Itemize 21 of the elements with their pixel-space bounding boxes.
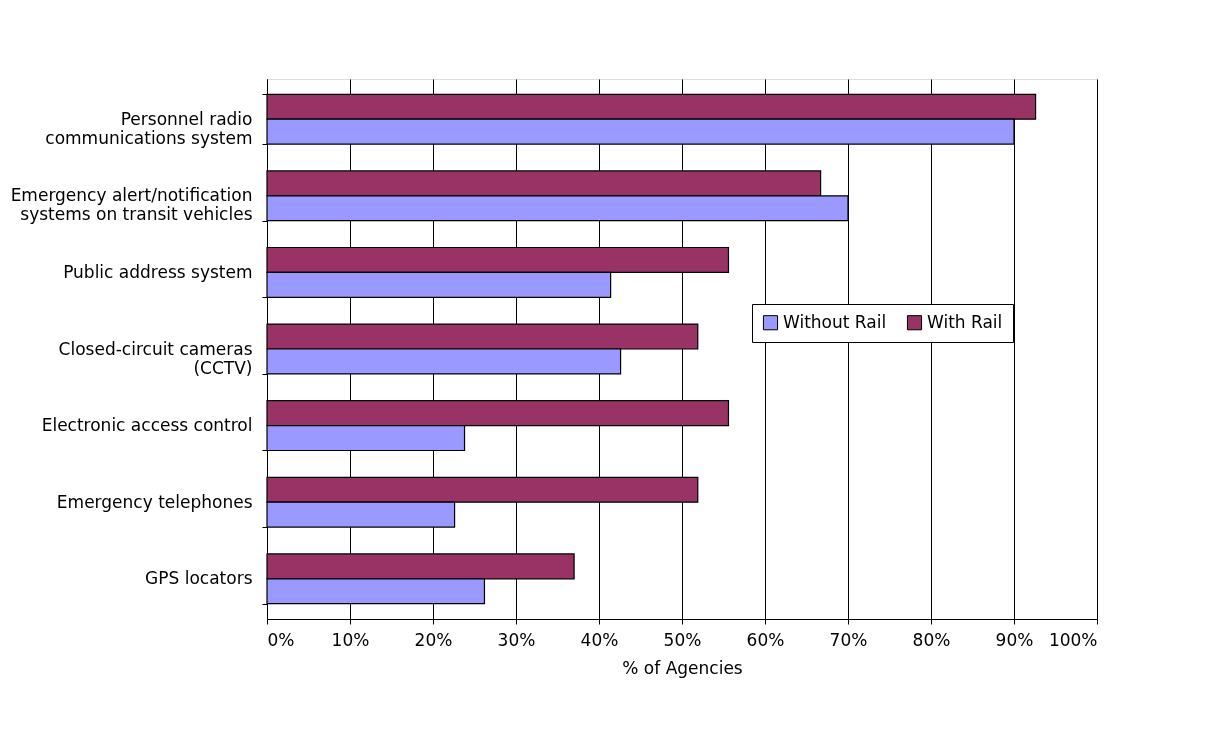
y-tick-label: Emergency telephones [56,491,253,512]
x-tick-label: 80% [912,629,951,650]
y-tick-label: GPS locators [145,568,253,589]
x-tick-label: 70% [829,629,868,650]
x-tick-label: 60% [746,629,785,650]
x-tick-label: 30% [497,629,536,650]
x-tick-label: 20% [414,629,453,650]
y-tick-label: Emergency alert/notification systems on transit vehicles [10,185,253,225]
x-axis-title: % of Agencies [622,657,743,678]
x-tick-label: 0% [267,629,295,650]
y-tick-label: Public address system [63,261,253,282]
legend-label: With Rail [927,311,1003,332]
x-tick-label: 100% [1048,629,1098,650]
x-tick-label: 40% [580,629,619,650]
x-tick-label: 50% [663,629,702,650]
x-tick-label: 90% [995,629,1034,650]
y-tick-label: Electronic access control [41,415,253,436]
y-tick-label: Closed-circuit cameras (CCTV) [58,338,253,378]
x-tick-label: 10% [331,629,370,650]
y-tick-label: Personnel radio communications system [45,108,253,148]
legend-label: Without Rail [783,311,887,332]
